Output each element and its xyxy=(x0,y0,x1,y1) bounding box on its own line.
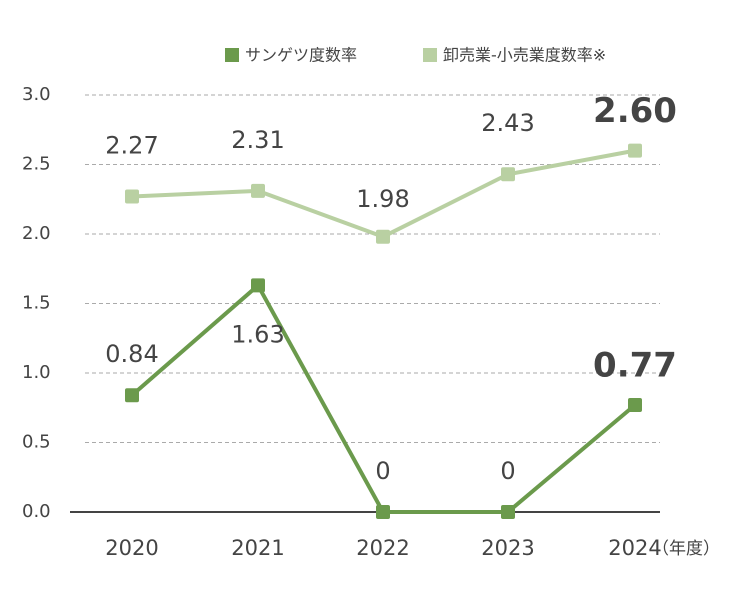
y-tick-label: 0.0 xyxy=(22,501,51,522)
data-label: 0 xyxy=(375,457,390,485)
y-tick-label: 1.5 xyxy=(22,293,51,314)
data-label: 1.98 xyxy=(356,185,409,213)
y-tick-label: 2.5 xyxy=(22,154,51,175)
legend-label: サンゲツ度数率 xyxy=(245,46,357,65)
y-tick-label: 2.0 xyxy=(22,223,51,244)
data-label: 0.77 xyxy=(593,345,677,385)
data-point xyxy=(628,143,642,158)
y-tick-label: 1.0 xyxy=(22,362,51,383)
x-tick-label: 2024 xyxy=(608,536,661,560)
data-point xyxy=(125,388,139,403)
data-label: 2.60 xyxy=(593,91,677,131)
data-point xyxy=(628,397,642,412)
data-point xyxy=(501,505,515,519)
data-label: 2.43 xyxy=(481,109,534,137)
data-label: 0 xyxy=(500,457,515,485)
x-tick-label: 2022 xyxy=(356,536,409,560)
data-label: 1.63 xyxy=(231,320,284,348)
legend-marker xyxy=(423,48,437,62)
y-tick-label: 3.0 xyxy=(22,84,51,105)
x-axis-label: （年度） xyxy=(652,539,720,559)
y-tick-label: 0.5 xyxy=(22,432,51,453)
legend-label: 卸売業-小売業度数率※ xyxy=(443,46,606,65)
data-point xyxy=(501,167,515,182)
data-point xyxy=(125,189,139,204)
data-point xyxy=(376,505,390,519)
legend-marker xyxy=(225,48,239,62)
data-point xyxy=(376,229,390,244)
data-point xyxy=(251,183,265,198)
data-label: 2.31 xyxy=(231,126,284,154)
x-tick-label: 2021 xyxy=(231,536,284,560)
x-tick-label: 2020 xyxy=(105,536,158,560)
data-label: 0.84 xyxy=(105,340,158,368)
data-label: 2.27 xyxy=(105,131,158,159)
x-tick-label: 2023 xyxy=(481,536,534,560)
data-point xyxy=(251,278,265,293)
